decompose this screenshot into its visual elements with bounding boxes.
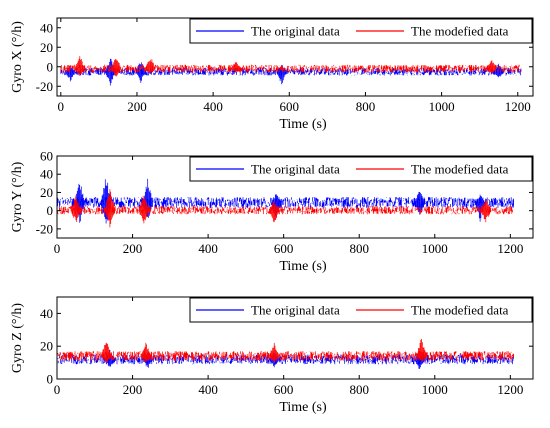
x-tick-label: 0 (58, 99, 65, 114)
y-tick-label: 20 (40, 40, 53, 55)
x-tick-label: 1200 (497, 241, 523, 256)
x-tick-label: 400 (198, 382, 218, 397)
x-tick-label: 600 (274, 382, 294, 397)
x-tick-label: 400 (198, 241, 218, 256)
y-axis-label: Gyro Z (°/h) (10, 303, 25, 373)
legend-label-1: The original data (251, 24, 340, 39)
x-axis-label: Time (s) (279, 259, 327, 274)
y-tick-label: -20 (36, 79, 53, 94)
y-tick-label: -20 (36, 221, 53, 236)
series-line-1 (56, 178, 514, 224)
x-tick-label: 400 (203, 99, 223, 114)
legend: The original data The modefied data (189, 297, 533, 323)
x-axis-label: Time (s) (279, 400, 327, 415)
x-tick-label: 800 (349, 241, 369, 256)
legend: The original data The modefied data (189, 18, 533, 44)
y-tick-label: 40 (40, 20, 53, 35)
x-tick-label: 200 (127, 99, 147, 114)
x-tick-label: 0 (54, 382, 61, 397)
y-tick-label: 20 (40, 339, 53, 354)
series-line-1 (60, 58, 522, 86)
y-tick-label: 40 (40, 306, 53, 321)
x-tick-label: 1000 (422, 241, 448, 256)
y-axis-label: Gyro Y (°/h) (10, 161, 25, 232)
series-group (56, 338, 514, 369)
legend: The original data The modefied data (189, 156, 533, 182)
legend-label-2: The modefied data (411, 303, 509, 318)
subplot-1: 0 200 400 600 800 1000 1200 -20 0 20 40 Time (s) Gyr… (10, 17, 534, 132)
x-tick-label: 0 (54, 241, 61, 256)
legend-label-2: The modefied data (411, 24, 509, 39)
x-tick-label: 1000 (429, 99, 455, 114)
x-tick-label: 600 (280, 99, 300, 114)
x-axis-label: Time (s) (279, 117, 327, 132)
legend-label-1: The original data (251, 162, 340, 177)
series-group (60, 56, 522, 86)
series-group (56, 178, 514, 228)
axes-frame (56, 17, 534, 97)
x-tick-label: 600 (274, 241, 294, 256)
subplot-3: 0 200 400 600 800 1000 1200 0 20 40 Time (s) Gyro Z… (10, 296, 534, 415)
x-tick-label: 800 (356, 99, 376, 114)
x-tick-label: 1000 (422, 382, 448, 397)
y-tick-label: 20 (40, 185, 53, 200)
y-tick-label: 0 (47, 372, 54, 387)
series-line-2 (56, 189, 514, 228)
x-tick-label: 1200 (497, 382, 523, 397)
y-axis-label: Gyro X (°/h) (10, 21, 25, 93)
series-line-2 (60, 56, 522, 77)
x-tick-label: 800 (349, 382, 369, 397)
y-tick-label: 0 (47, 203, 54, 218)
legend-label-1: The original data (251, 303, 340, 318)
x-tick-label: 200 (123, 241, 143, 256)
legend-box (189, 18, 533, 44)
axes-frame (56, 155, 534, 239)
axes-frame (56, 296, 534, 380)
y-tick-label: 0 (47, 59, 54, 74)
y-tick-label: 40 (40, 167, 53, 182)
x-tick-label: 1200 (505, 99, 531, 114)
x-tick-label: 200 (123, 382, 143, 397)
y-tick-label: 60 (40, 149, 53, 164)
legend-label-2: The modefied data (411, 162, 509, 177)
